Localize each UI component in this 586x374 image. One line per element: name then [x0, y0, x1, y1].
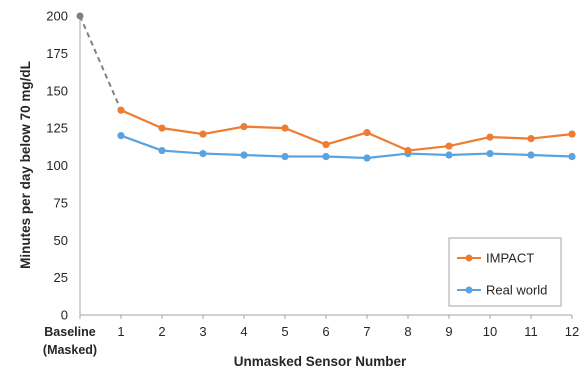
data-point-impact — [199, 130, 207, 138]
x-axis-title: Unmasked Sensor Number — [234, 354, 407, 369]
data-point-real-world — [527, 151, 535, 159]
y-tick-label: 0 — [61, 308, 68, 323]
x-axis-ticks: Baseline(Masked)1 2 3 4 5 6 7 8 9 10 11 12 — [43, 315, 579, 357]
x-tick-label: 2 — [158, 324, 165, 339]
y-tick-label: 50 — [54, 233, 68, 248]
x-tick-label: 6 — [322, 324, 329, 339]
data-point-real-world — [117, 132, 125, 140]
data-point-real-world — [568, 152, 576, 161]
x-tick-label: 12 — [565, 324, 579, 339]
legend-real-world-label: Real world — [486, 283, 547, 298]
legend-real-world-marker — [465, 286, 473, 294]
y-axis-title: Minutes per day below 70 mg/dL — [18, 61, 33, 269]
data-point-impact — [445, 142, 453, 150]
y-tick-label: 100 — [46, 158, 68, 173]
series-line-impact — [120, 109, 573, 152]
legend: IMPACT Real world — [448, 237, 562, 307]
y-tick-label: 200 — [46, 9, 68, 24]
data-point-real-world — [199, 149, 207, 158]
x-tick-label: Baseline — [44, 325, 95, 339]
legend-impact-label: IMPACT — [486, 251, 534, 266]
data-point-impact — [568, 130, 576, 138]
x-tick-label: 1 — [117, 324, 124, 339]
data-point-impact — [486, 133, 494, 141]
legend-impact-marker — [465, 254, 473, 262]
data-point-impact — [281, 124, 289, 132]
x-tick-label: 4 — [240, 324, 247, 339]
data-point-impact — [240, 123, 248, 131]
data-point-impact — [117, 106, 125, 114]
data-point-impact — [527, 134, 535, 143]
axes — [79, 16, 572, 316]
x-tick-label: 3 — [199, 324, 206, 339]
data-point-impact — [158, 124, 166, 132]
x-tick-label: (Masked) — [43, 343, 97, 357]
y-tick-label: 25 — [54, 270, 68, 285]
x-tick-label: 5 — [281, 324, 288, 339]
x-tick-label: 7 — [363, 324, 370, 339]
baseline-connector — [79, 15, 122, 111]
x-tick-label: 10 — [483, 324, 497, 339]
series-line-real-world — [120, 134, 573, 160]
x-tick-label: 11 — [524, 324, 538, 339]
x-tick-label: 9 — [445, 324, 452, 339]
y-axis-ticks: 0 25 50 75 100 125 150 175 200 — [46, 9, 68, 323]
legend-box — [448, 237, 562, 307]
data-point-impact — [322, 140, 330, 149]
data-point-real-world — [486, 149, 494, 158]
data-point-real-world — [363, 154, 371, 162]
data-point-real-world — [158, 146, 166, 155]
y-tick-label: 150 — [46, 83, 68, 98]
x-tick-label: 8 — [404, 324, 411, 339]
y-tick-label: 75 — [54, 195, 68, 210]
y-tick-label: 175 — [46, 46, 68, 61]
series-layer — [76, 12, 576, 162]
data-point-impact — [404, 146, 412, 155]
data-point-real-world — [240, 151, 248, 159]
y-tick-label: 125 — [46, 121, 68, 136]
data-point-real-world — [281, 152, 289, 161]
data-point-real-world — [322, 152, 330, 161]
baseline-point — [76, 12, 84, 20]
data-point-impact — [363, 129, 371, 137]
data-point-real-world — [445, 151, 453, 159]
